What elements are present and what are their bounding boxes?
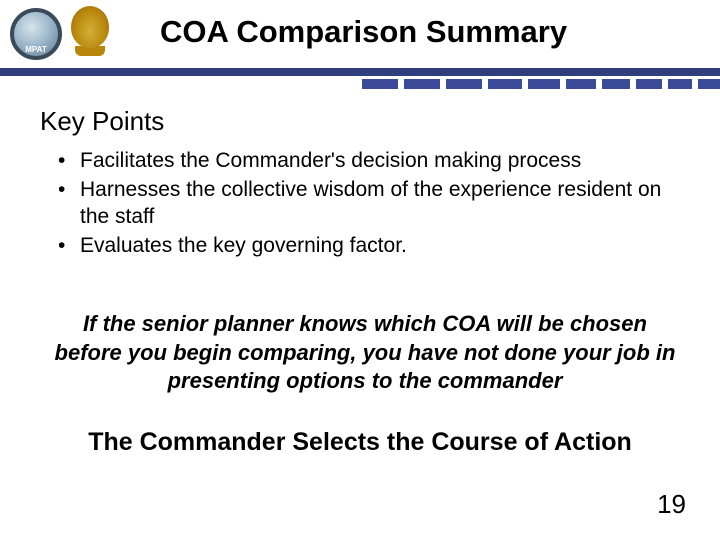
dash-segment [602,79,630,89]
slide-title: COA Comparison Summary [160,14,567,50]
mpat-globe-icon: MPAT [10,8,62,60]
dash-segment [362,79,398,89]
dash-segment [488,79,522,89]
crest-flame-icon [71,6,109,48]
italic-note: If the senior planner knows which COA wi… [50,310,680,396]
bullet-item: Harnesses the collective wisdom of the e… [56,177,676,231]
subheading: Key Points [40,106,164,137]
bullet-item: Evaluates the key governing factor. [56,233,676,260]
dash-segment [528,79,560,89]
dash-segment [446,79,482,89]
page-number: 19 [657,489,686,520]
dash-segment [668,79,692,89]
title-underline-bar [0,68,720,76]
dash-segment [636,79,662,89]
slide: MPAT COA Comparison Summary Key Points F… [0,0,720,540]
crest-emblem-icon [68,6,112,62]
slide-header: MPAT COA Comparison Summary [0,0,720,70]
dash-segment [404,79,440,89]
conclusion-line: The Commander Selects the Course of Acti… [0,428,720,457]
dash-segment [566,79,596,89]
bullet-item: Facilitates the Commander's decision mak… [56,148,676,175]
dash-segment [698,79,720,89]
bullet-list: Facilitates the Commander's decision mak… [56,148,676,262]
logo-label: MPAT [25,45,46,54]
decorative-dash-row [362,79,720,89]
